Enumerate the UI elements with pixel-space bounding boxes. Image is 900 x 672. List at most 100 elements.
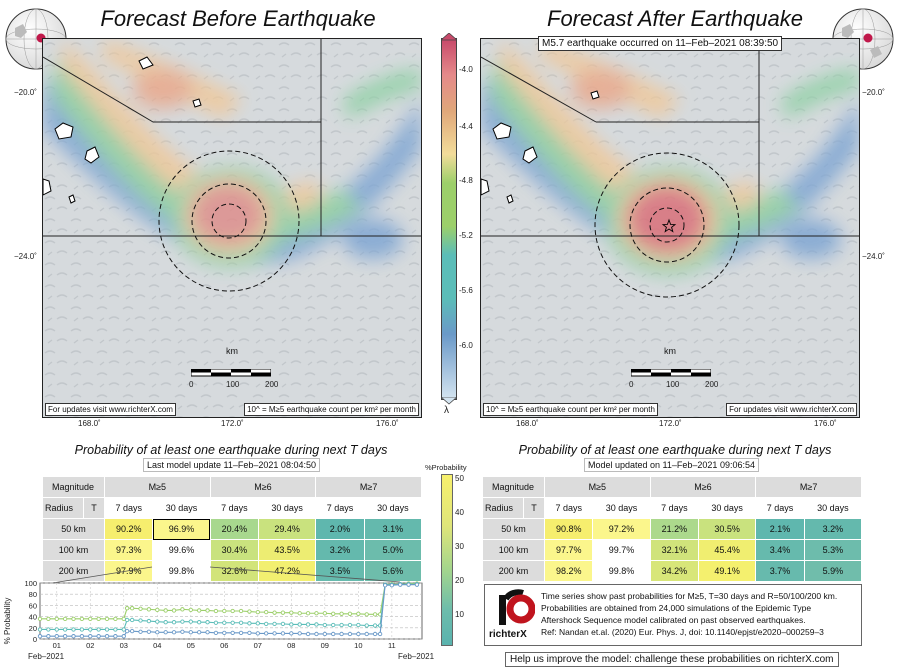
left-cell: 32.6% bbox=[209, 560, 260, 582]
series-point bbox=[113, 634, 118, 639]
right-cell: 32.1% bbox=[649, 539, 700, 561]
series-point bbox=[155, 619, 160, 624]
x-tick-label: 06 bbox=[220, 641, 228, 650]
left-footer-url[interactable]: For updates visit www.richterX.com bbox=[45, 403, 176, 416]
prob-colorbar-label: %Probability bbox=[425, 463, 467, 472]
series-point bbox=[356, 631, 361, 637]
prob-tick-30: 30 bbox=[455, 542, 464, 551]
series-point bbox=[205, 620, 210, 625]
x-tick-label: 03 bbox=[120, 641, 128, 650]
series-point bbox=[129, 617, 135, 623]
colorbar-bottom-arrow bbox=[441, 397, 457, 405]
right-cell: 45.4% bbox=[698, 539, 757, 561]
series-point bbox=[129, 629, 135, 634]
x-tick-label: 09 bbox=[321, 641, 329, 650]
series-point bbox=[322, 611, 327, 616]
x-tick-label: 08 bbox=[287, 641, 295, 650]
series-point bbox=[54, 627, 59, 632]
x-range-end-label: Feb–2021 bbox=[398, 652, 435, 661]
series-point bbox=[213, 608, 219, 614]
series-point bbox=[71, 627, 76, 632]
right-scale-tick-100: 100 bbox=[666, 380, 680, 389]
x-range-start-label: Feb–2021 bbox=[28, 652, 65, 661]
right-table-subtitle: Model updated on 11–Feb–2021 09:06:54 bbox=[584, 458, 759, 472]
right-forecast-map: km 0 100 200 10^ = M≥5 earthquake count … bbox=[480, 38, 860, 418]
series-point bbox=[71, 634, 76, 639]
series-point bbox=[62, 627, 68, 632]
series-point bbox=[322, 622, 327, 628]
series-point bbox=[37, 616, 43, 621]
left-radius-200: 200 km bbox=[42, 560, 105, 582]
left-cell: 43.5% bbox=[258, 539, 317, 561]
right-scale-tick-200: 200 bbox=[705, 380, 719, 389]
series-point bbox=[356, 622, 361, 628]
right-cell: 97.2% bbox=[592, 518, 651, 540]
series-point bbox=[222, 608, 227, 614]
series-point bbox=[331, 622, 336, 628]
series-point bbox=[247, 621, 252, 626]
y-tick-label: 100 bbox=[24, 579, 37, 588]
left-cell: 97.3% bbox=[103, 539, 154, 561]
series-point bbox=[121, 627, 126, 632]
right-period: 7 days bbox=[649, 497, 700, 519]
left-map-title: Forecast Before Earthquake bbox=[100, 6, 376, 31]
richterx-logo-text: richterX bbox=[489, 629, 527, 640]
series-point bbox=[188, 630, 193, 635]
right-cell: 99.7% bbox=[592, 539, 651, 561]
series-point bbox=[146, 629, 152, 634]
right-radius-50: 50 km bbox=[482, 518, 545, 540]
right-scale-tick-0: 0 bbox=[629, 380, 634, 389]
left-cell: 47.2% bbox=[258, 560, 317, 582]
left-period: 7 days bbox=[315, 497, 365, 519]
series-point bbox=[289, 610, 294, 615]
series-point bbox=[88, 627, 93, 632]
series-point bbox=[230, 608, 235, 614]
right-cell: 98.2% bbox=[543, 560, 594, 582]
colorbar-top-arrow bbox=[441, 33, 457, 41]
right-radius-200: 200 km bbox=[482, 560, 545, 582]
series-point bbox=[372, 631, 378, 637]
left-lon-label-176: 176.0˚ bbox=[376, 419, 399, 428]
left-corner-magnitude: Magnitude bbox=[42, 476, 105, 498]
right-mag-6: M≥6 bbox=[649, 476, 757, 498]
series-point bbox=[171, 630, 177, 635]
left-lon-label-168: 168.0˚ bbox=[78, 419, 101, 428]
series-point bbox=[171, 608, 177, 613]
right-scale-unit: km bbox=[664, 346, 676, 356]
right-footer-count: 10^ = M≥5 earthquake count per km² per m… bbox=[483, 403, 658, 416]
right-cell: 34.2% bbox=[649, 560, 700, 582]
help-improve-link[interactable]: Help us improve the model: challenge the… bbox=[505, 652, 839, 667]
series-point bbox=[124, 617, 130, 623]
y-tick-label: 20 bbox=[29, 624, 37, 633]
series-point bbox=[96, 634, 101, 639]
note-line: Ref: Nandan et.al. (2020) Eur. Phys. J, … bbox=[541, 627, 824, 637]
series-point bbox=[155, 630, 160, 635]
series-point bbox=[289, 631, 294, 636]
series-point bbox=[372, 612, 378, 617]
series-point bbox=[138, 618, 143, 623]
left-scale-tick-0: 0 bbox=[189, 380, 194, 389]
probability-colorbar bbox=[441, 474, 453, 646]
right-footer-url[interactable]: For updates visit www.richterX.com bbox=[726, 403, 857, 416]
left-cell: 5.0% bbox=[363, 539, 423, 561]
x-tick-label: 01 bbox=[53, 641, 61, 650]
right-probability-table: Magnitude M≥5 M≥6 M≥7 Radius T 7 days 30… bbox=[482, 476, 863, 582]
left-period: 30 days bbox=[363, 497, 423, 519]
series-point bbox=[372, 623, 378, 628]
right-period: 30 days bbox=[592, 497, 651, 519]
series-point bbox=[272, 631, 277, 636]
right-corner-magnitude: Magnitude bbox=[482, 476, 545, 498]
series-point bbox=[180, 629, 185, 634]
x-tick-label: 04 bbox=[153, 641, 161, 650]
right-map-title: Forecast After Earthquake bbox=[547, 6, 803, 31]
left-scale-unit: km bbox=[226, 346, 238, 356]
right-map-svg bbox=[481, 39, 859, 417]
right-table-title: Probability of at least one earthquake d… bbox=[518, 443, 832, 457]
x-tick-label: 11 bbox=[388, 641, 396, 650]
series-point bbox=[124, 606, 130, 611]
series-point bbox=[356, 611, 361, 616]
series-point bbox=[280, 631, 286, 636]
series-point bbox=[88, 634, 93, 639]
series-point bbox=[406, 582, 411, 587]
